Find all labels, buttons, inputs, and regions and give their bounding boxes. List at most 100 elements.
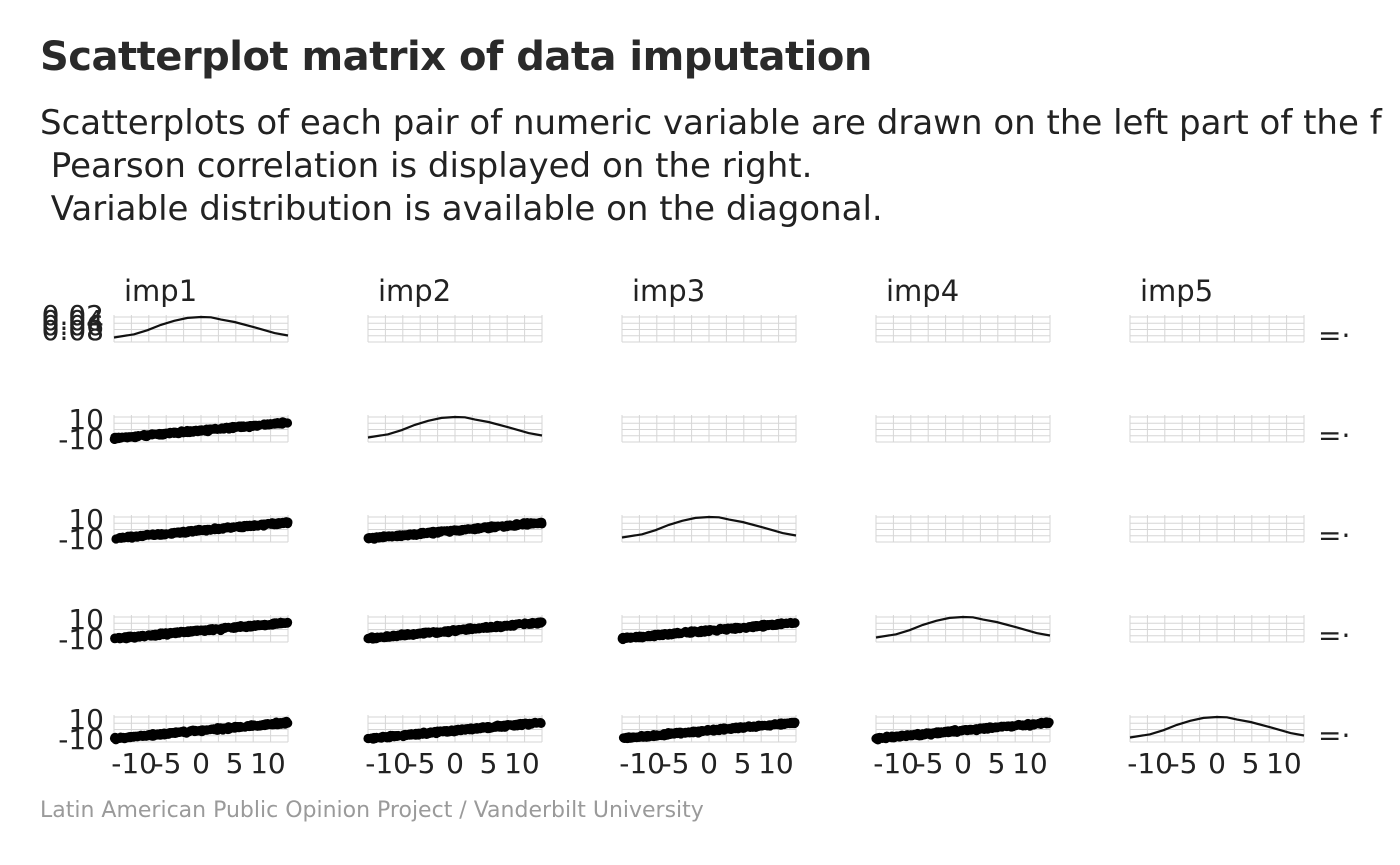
scatter-point (259, 720, 270, 730)
scatter-point (914, 731, 924, 741)
scatter-point (641, 731, 652, 741)
row-strip-label: =· (1318, 419, 1350, 452)
scatter-point (220, 723, 231, 733)
panel-imp4-imp4 (875, 615, 1051, 643)
scatter-point (242, 421, 253, 431)
scatter-point (979, 723, 989, 733)
scatter-point (785, 718, 795, 728)
scatter-point (874, 733, 884, 743)
scatter-point (261, 419, 271, 430)
scatter-point (282, 718, 292, 728)
y-tick-label: 0.08 (42, 314, 104, 347)
density-line-imp3 (621, 515, 797, 539)
panel-imp3-imp3 (621, 515, 797, 543)
scatter-point (202, 725, 212, 735)
y-tick-label: 10 (68, 403, 104, 436)
scatter-point (187, 426, 197, 437)
x-tick-label: -5 (154, 747, 182, 780)
panel-imp2-imp1 (109, 415, 293, 444)
row-strip-label: =· (1318, 619, 1350, 652)
column-label-imp1: imp1 (124, 274, 197, 308)
column-label-imp4: imp4 (886, 274, 959, 308)
scatter-point (625, 633, 635, 643)
x-tick-label: -5 (916, 747, 944, 780)
scatter-point (1006, 722, 1016, 732)
scatter-point (173, 627, 183, 638)
scatter-point (233, 722, 243, 733)
scatter-point (131, 431, 141, 441)
x-tick-label: 0 (1208, 747, 1226, 780)
scatter-point (159, 728, 169, 738)
x-tick-label: 0 (700, 747, 718, 780)
scatter-point (670, 729, 680, 739)
scatter-point (754, 721, 764, 732)
scatter-point (172, 527, 183, 537)
scatter-point (213, 725, 223, 735)
chart-title: Scatterplot matrix of data imputation (40, 34, 872, 80)
y-tick-label: -10 (58, 623, 104, 656)
panel-imp1-imp2 (367, 315, 543, 343)
x-tick-label: -5 (1170, 747, 1198, 780)
panel-imp3-imp2 (363, 515, 547, 544)
scatter-point (374, 733, 385, 743)
y-tick-label: 10 (68, 603, 104, 636)
y-tick-label: 0.06 (42, 309, 104, 342)
scatter-point (619, 633, 629, 643)
density-line-imp4 (875, 615, 1051, 639)
panel-imp2-imp2 (367, 415, 543, 443)
scatter-point (241, 622, 252, 632)
x-tick-label: -10 (111, 747, 157, 780)
panel-imp1-imp1 (113, 315, 289, 343)
scatter-point (466, 724, 476, 735)
scatter-point (699, 626, 709, 636)
x-tick-label: -10 (1127, 747, 1173, 780)
scatter-point (278, 618, 288, 628)
scatter-point (451, 626, 462, 636)
scatter-point (256, 620, 266, 631)
panel-imp1-imp5 (1129, 315, 1305, 343)
scatter-point (201, 626, 211, 636)
x-tick-label: 0 (446, 747, 464, 780)
scatter-point (496, 621, 506, 632)
scatter-point (741, 722, 751, 732)
density-line-imp2 (367, 415, 543, 439)
scatter-point (174, 727, 184, 737)
scatter-point (512, 519, 522, 529)
x-tick-label: 10 (504, 747, 540, 780)
subtitle-line-2: Pearson correlation is displayed on the … (40, 146, 813, 186)
scatter-point (148, 731, 158, 741)
scatter-point (483, 522, 493, 532)
scatter-point (439, 627, 449, 637)
scatter-point (1020, 720, 1031, 730)
panel-imp4-imp5 (1129, 615, 1305, 643)
scatter-point (272, 418, 283, 428)
scatter-point (117, 532, 127, 542)
x-tick-label: -5 (408, 747, 436, 780)
chart-subtitle: Scatterplots of each pair of numeric var… (40, 102, 1400, 231)
x-tick-label: 5 (226, 747, 244, 780)
column-label-imp2: imp2 (378, 274, 451, 308)
x-tick-label: -5 (662, 747, 690, 780)
scatter-point (623, 733, 633, 743)
scatter-point (228, 522, 238, 533)
row-strip-label: =· (1318, 519, 1350, 552)
x-tick-label: 5 (480, 747, 498, 780)
scatter-point (690, 727, 700, 737)
panel-imp3-imp5 (1129, 515, 1305, 543)
scatter-point (731, 723, 741, 733)
density-line-imp1 (113, 315, 289, 339)
scatter-point (961, 725, 971, 735)
scatter-point (485, 723, 495, 733)
scatter-point (655, 730, 665, 740)
scatter-point (951, 726, 961, 736)
scatter-point (415, 729, 425, 739)
scatter-point (515, 718, 526, 729)
scatter-point (469, 524, 479, 534)
x-tick-label: 5 (734, 747, 752, 780)
scatter-point (419, 627, 429, 638)
scatter-point (707, 725, 718, 735)
column-label-imp3: imp3 (632, 274, 705, 308)
scatter-point (438, 727, 448, 737)
scatter-point (199, 525, 209, 535)
scatter-point (1043, 718, 1053, 728)
